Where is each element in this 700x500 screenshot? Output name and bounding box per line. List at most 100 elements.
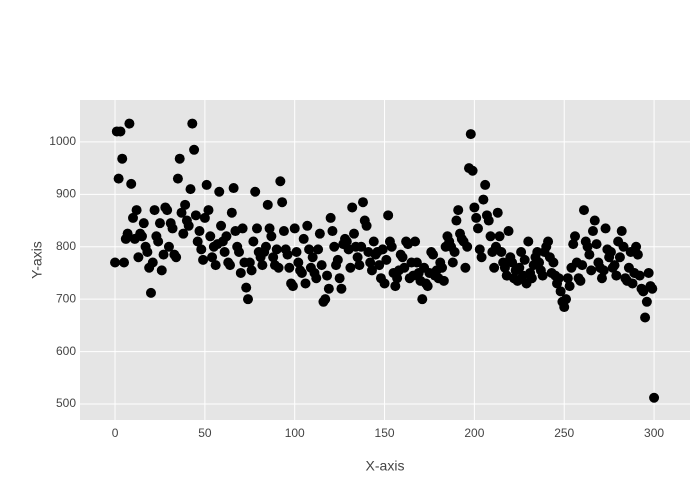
point <box>126 178 137 189</box>
point <box>163 241 174 252</box>
point <box>298 233 309 244</box>
point <box>514 262 525 273</box>
point <box>649 392 660 403</box>
point <box>242 294 253 305</box>
point <box>316 260 327 271</box>
point <box>291 247 302 258</box>
point <box>260 241 271 252</box>
point <box>189 144 200 155</box>
point <box>386 241 397 252</box>
point <box>203 205 214 216</box>
point <box>110 257 121 268</box>
point <box>516 247 527 258</box>
point <box>300 278 311 289</box>
point <box>174 153 185 164</box>
point <box>323 283 334 294</box>
point <box>397 252 408 263</box>
point <box>122 228 133 239</box>
point <box>422 281 433 292</box>
point <box>329 241 340 252</box>
point <box>632 249 643 260</box>
point <box>124 118 135 129</box>
point <box>587 226 598 237</box>
point <box>199 212 210 223</box>
point <box>562 273 573 284</box>
y-tick-label: 1000 <box>49 134 76 148</box>
point <box>221 231 232 242</box>
point <box>264 223 275 234</box>
point <box>219 247 230 258</box>
point <box>287 281 298 292</box>
point <box>156 265 167 276</box>
y-tick-label: 900 <box>56 187 76 201</box>
point <box>591 239 602 250</box>
point <box>248 236 259 247</box>
point <box>559 302 570 313</box>
point <box>368 236 379 247</box>
point <box>244 257 255 268</box>
point <box>618 241 629 252</box>
point <box>180 199 191 210</box>
point <box>226 207 237 218</box>
point <box>631 241 642 252</box>
x-tick-label: 100 <box>285 426 305 440</box>
y-tick-label: 800 <box>56 239 76 253</box>
point <box>327 226 338 237</box>
point <box>453 205 464 216</box>
point <box>437 262 448 273</box>
point <box>472 223 483 234</box>
point <box>410 236 421 247</box>
point <box>332 254 343 265</box>
point <box>313 244 324 255</box>
point <box>271 244 282 255</box>
point <box>234 247 245 258</box>
point <box>553 273 564 284</box>
point <box>311 273 322 284</box>
x-tick-label: 150 <box>375 426 395 440</box>
point <box>172 173 183 184</box>
point <box>257 260 268 271</box>
point <box>273 262 284 273</box>
point <box>570 231 581 242</box>
point <box>216 220 227 231</box>
point <box>251 223 262 234</box>
point <box>198 254 209 265</box>
x-tick-label: 250 <box>554 426 574 440</box>
point <box>564 281 575 292</box>
point <box>322 270 333 281</box>
point <box>381 254 392 265</box>
point <box>136 231 147 242</box>
point <box>361 220 372 231</box>
point <box>138 218 149 229</box>
point <box>485 231 496 242</box>
point <box>377 244 388 255</box>
point <box>187 118 198 129</box>
point <box>154 218 165 229</box>
point <box>210 260 221 271</box>
point <box>390 281 401 292</box>
point <box>113 173 124 184</box>
point <box>185 184 196 195</box>
point <box>277 197 288 208</box>
point <box>167 223 178 234</box>
point <box>225 260 236 271</box>
point <box>614 252 625 263</box>
point <box>374 260 385 271</box>
point <box>190 210 201 221</box>
point <box>176 207 187 218</box>
point <box>438 275 449 286</box>
point <box>598 265 609 276</box>
point <box>349 228 360 239</box>
point <box>447 257 458 268</box>
point <box>293 257 304 268</box>
point <box>600 223 611 234</box>
point <box>474 244 485 255</box>
point <box>284 262 295 273</box>
point <box>634 270 645 281</box>
point <box>526 273 537 284</box>
point <box>341 236 352 247</box>
point <box>480 179 491 190</box>
point <box>586 265 597 276</box>
point <box>532 247 543 258</box>
point <box>641 296 652 307</box>
